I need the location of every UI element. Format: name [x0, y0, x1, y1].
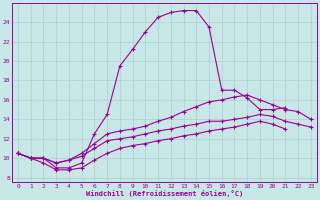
- X-axis label: Windchill (Refroidissement éolien,°C): Windchill (Refroidissement éolien,°C): [86, 190, 243, 197]
